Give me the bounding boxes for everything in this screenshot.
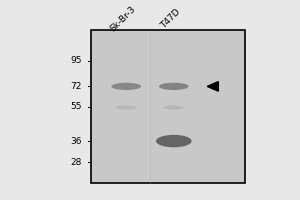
- Text: Sk-Br-3: Sk-Br-3: [109, 4, 138, 33]
- Text: 55: 55: [70, 102, 82, 111]
- Polygon shape: [207, 82, 218, 91]
- Text: 36: 36: [70, 137, 82, 146]
- Ellipse shape: [116, 105, 136, 110]
- Text: 72: 72: [70, 82, 82, 91]
- Ellipse shape: [111, 83, 141, 90]
- Text: T47D: T47D: [159, 7, 182, 30]
- Ellipse shape: [159, 83, 189, 90]
- Text: 95: 95: [70, 56, 82, 65]
- FancyBboxPatch shape: [91, 30, 245, 183]
- Text: 28: 28: [70, 158, 82, 167]
- Ellipse shape: [156, 135, 192, 147]
- Ellipse shape: [164, 105, 184, 110]
